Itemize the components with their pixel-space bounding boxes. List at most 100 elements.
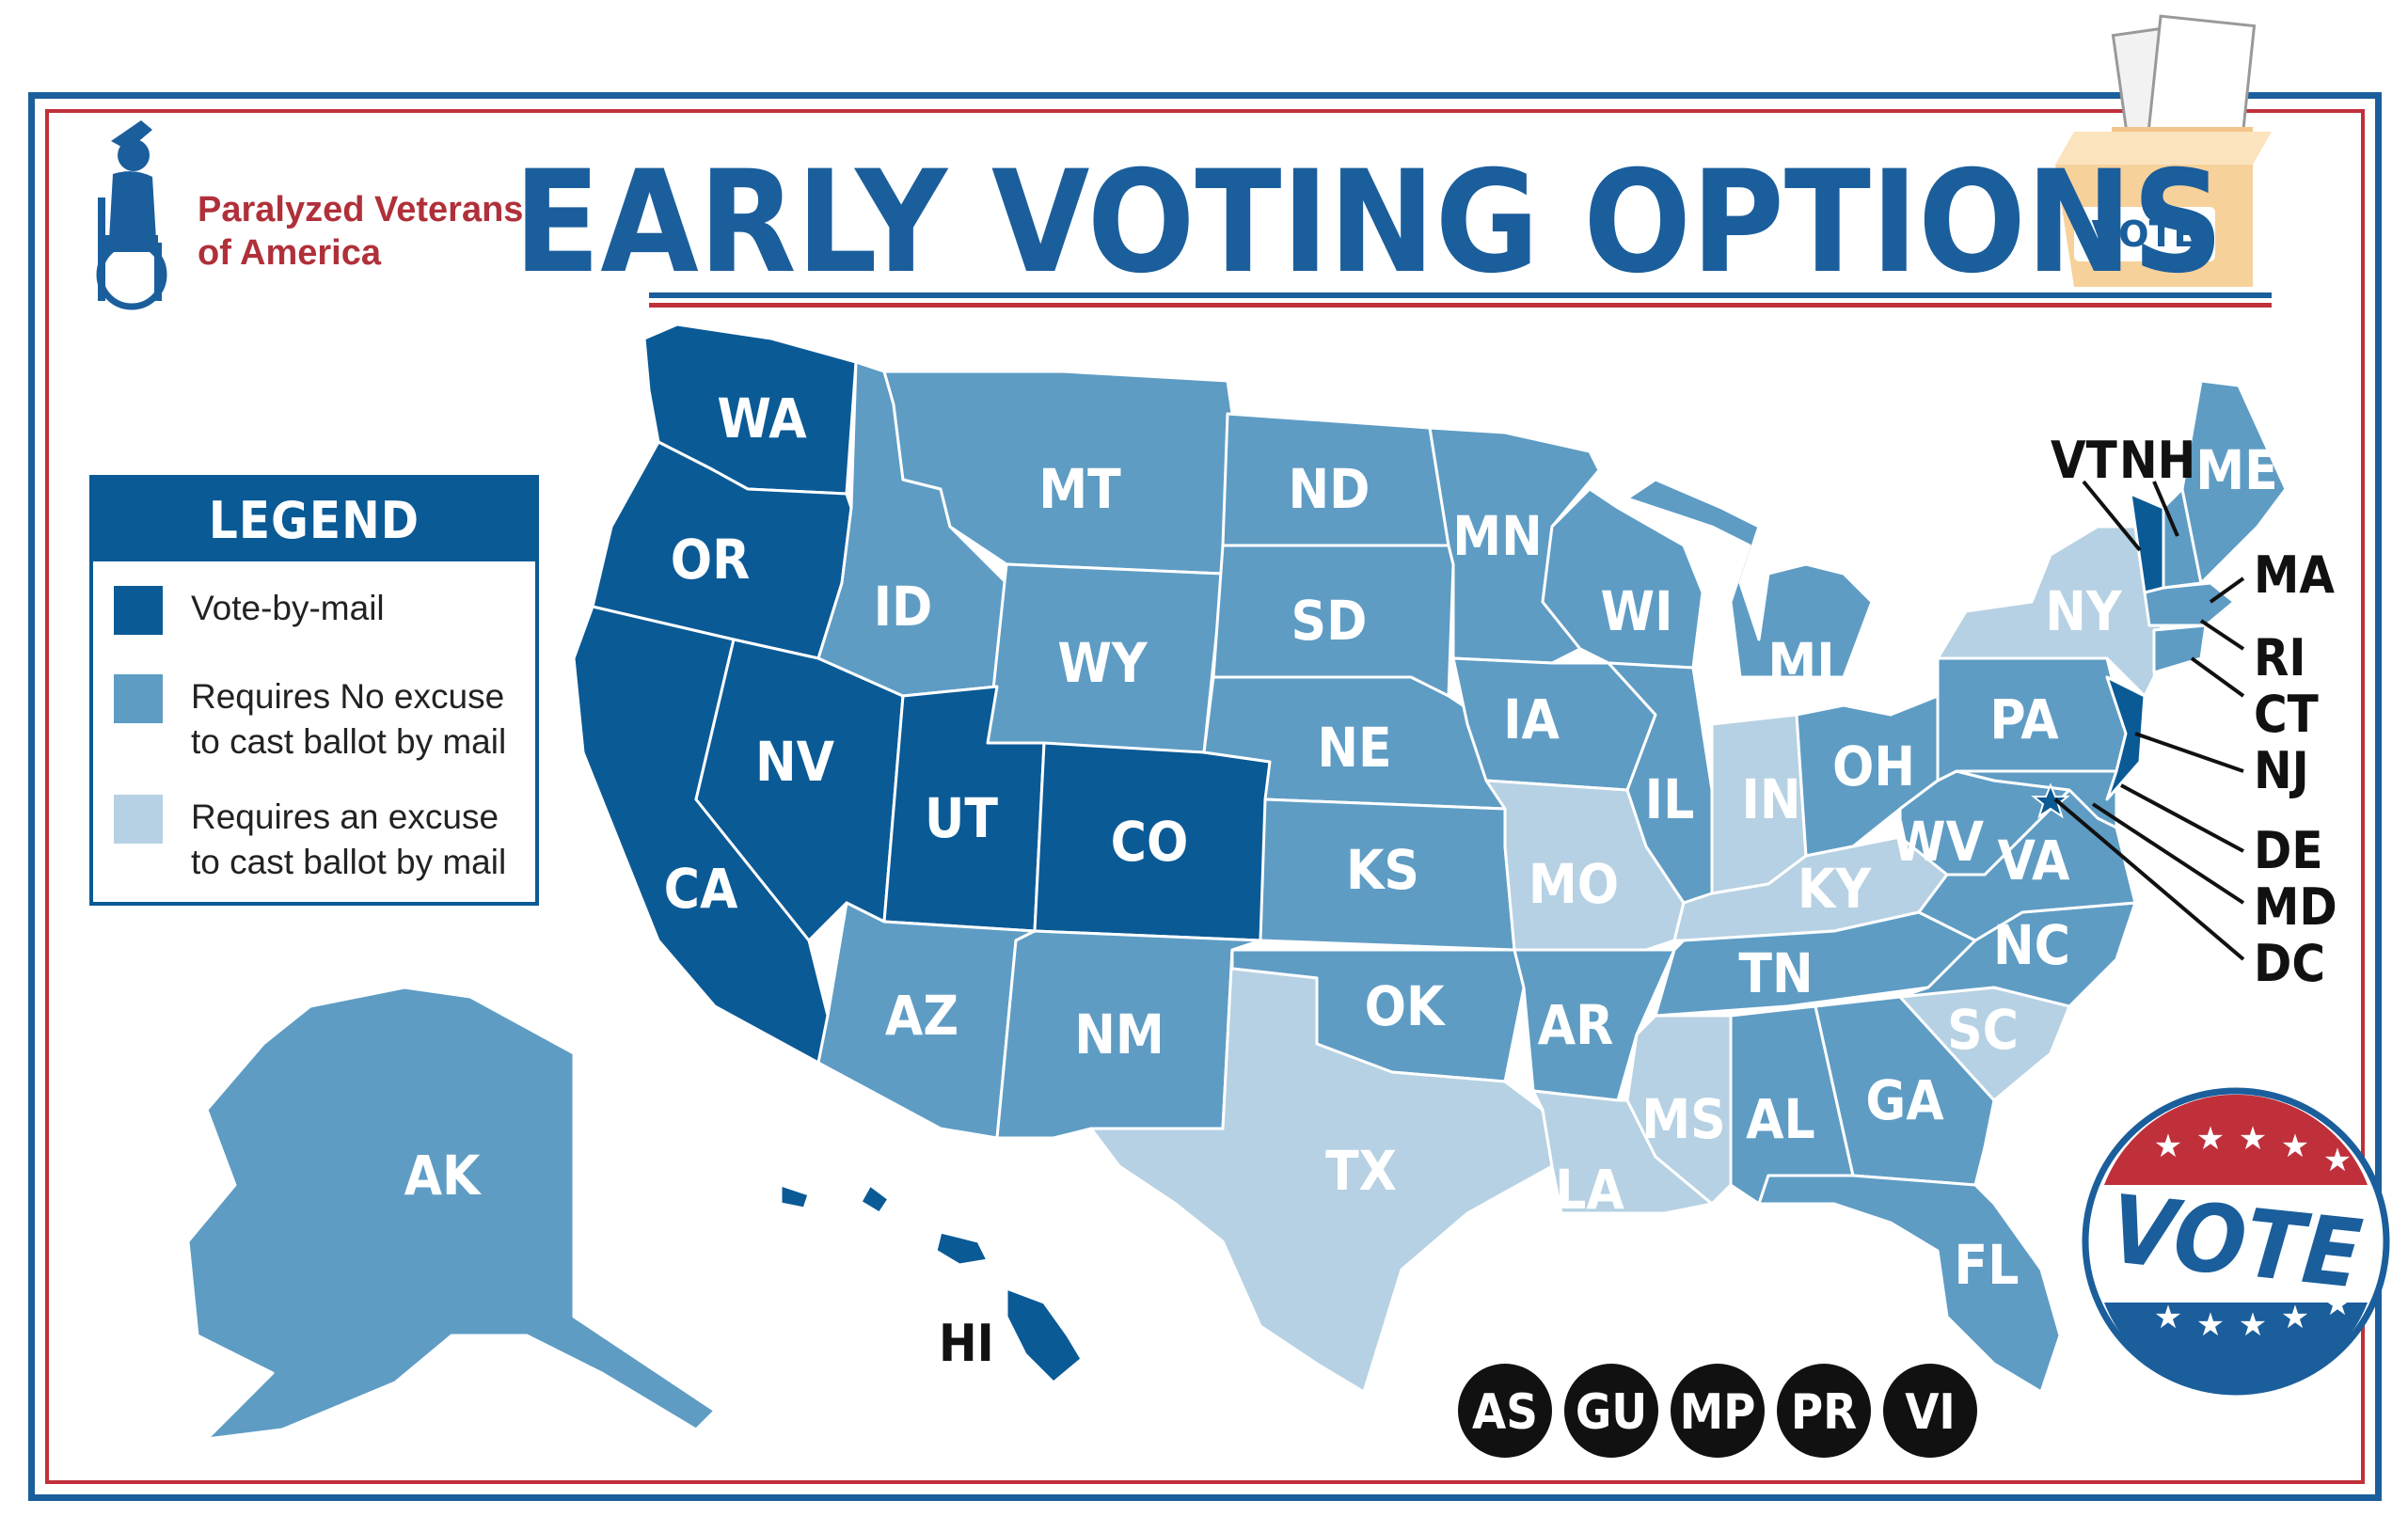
callout-DE: DE bbox=[2254, 821, 2323, 880]
label-IA: IA bbox=[1503, 687, 1560, 751]
state-ME bbox=[2180, 379, 2288, 585]
legend-swatch bbox=[114, 586, 163, 635]
label-TX: TX bbox=[1325, 1139, 1397, 1203]
organization-name: Paralyzed Veterans of America bbox=[198, 190, 524, 273]
svg-text:★: ★ bbox=[2323, 1142, 2352, 1179]
state-AK bbox=[186, 986, 717, 1441]
svg-text:★: ★ bbox=[2196, 1120, 2225, 1158]
label-MT: MT bbox=[1038, 457, 1121, 521]
svg-text:VOTE: VOTE bbox=[2105, 1174, 2367, 1309]
label-ID: ID bbox=[874, 575, 933, 639]
label-NC: NC bbox=[1993, 913, 2070, 977]
page-title: EARLY VOTING OPTIONS bbox=[514, 141, 2224, 305]
vote-button-stars: ★ ★ ★ ★ ★ ★ ★ ★ ★ ★ bbox=[2154, 1120, 2352, 1344]
svg-text:★: ★ bbox=[2281, 1128, 2309, 1165]
label-OR: OR bbox=[671, 528, 751, 592]
callout-MA: MA bbox=[2254, 545, 2335, 605]
label-FL: FL bbox=[1955, 1233, 2020, 1297]
legend-label: Vote-by-mail bbox=[191, 589, 385, 627]
label-MO: MO bbox=[1529, 852, 1619, 916]
label-AZ: AZ bbox=[885, 984, 958, 1048]
legend-swatch bbox=[114, 674, 163, 723]
territory-GU: GU bbox=[1576, 1384, 1647, 1441]
label-IN: IN bbox=[1741, 767, 1800, 831]
label-WI: WI bbox=[1601, 579, 1673, 643]
label-ME: ME bbox=[2195, 438, 2278, 502]
label-AR: AR bbox=[1538, 993, 1614, 1057]
legend-item-vote-by-mail: Vote-by-mail bbox=[114, 586, 385, 635]
label-WV: WV bbox=[1892, 810, 1985, 874]
label-CO: CO bbox=[1111, 810, 1189, 874]
label-WA: WA bbox=[717, 387, 807, 450]
state-MI bbox=[1625, 478, 1874, 679]
legend-title: LEGEND bbox=[93, 479, 535, 561]
vote-button-icon bbox=[2082, 1087, 2390, 1396]
label-UT: UT bbox=[925, 786, 998, 850]
callout-NH: NH bbox=[2119, 431, 2195, 490]
legend-label: Requires No excuse to cast ballot by mai… bbox=[191, 677, 507, 761]
state-FL bbox=[1757, 1174, 2062, 1394]
label-AK: AK bbox=[404, 1144, 483, 1208]
state-TX bbox=[1089, 948, 1554, 1394]
vote-button-text: VOTE bbox=[2105, 1174, 2367, 1309]
callout-CT: CT bbox=[2254, 685, 2319, 744]
ballot-box-label: VOTE bbox=[2092, 213, 2198, 255]
title-underline bbox=[649, 292, 2272, 308]
territory-VI: VI bbox=[1905, 1384, 1956, 1441]
state-HI bbox=[779, 1183, 1084, 1384]
legend-label: Requires an excuse to cast ballot by mai… bbox=[191, 798, 507, 881]
svg-text:★: ★ bbox=[2154, 1128, 2182, 1165]
label-OK: OK bbox=[1365, 974, 1447, 1038]
label-NE: NE bbox=[1317, 716, 1391, 780]
label-LA: LA bbox=[1555, 1158, 1624, 1222]
svg-text:★: ★ bbox=[2281, 1299, 2309, 1336]
svg-text:★: ★ bbox=[2239, 1306, 2267, 1344]
label-IL: IL bbox=[1645, 767, 1695, 831]
label-MS: MS bbox=[1641, 1087, 1726, 1151]
territory-AS: AS bbox=[1472, 1384, 1538, 1441]
territory-PR: PR bbox=[1791, 1384, 1857, 1441]
label-MN: MN bbox=[1452, 504, 1543, 568]
label-OH: OH bbox=[1832, 734, 1915, 798]
svg-text:★: ★ bbox=[2196, 1306, 2225, 1344]
label-NV: NV bbox=[755, 730, 835, 794]
label-AL: AL bbox=[1746, 1087, 1815, 1151]
callout-RI: RI bbox=[2254, 628, 2305, 687]
label-GA: GA bbox=[1865, 1068, 1944, 1132]
label-HI: HI bbox=[939, 1314, 994, 1373]
label-KY: KY bbox=[1798, 857, 1872, 921]
callout-MD: MD bbox=[2254, 877, 2337, 937]
legend-item-no-excuse: Requires No excuse to cast ballot by mai… bbox=[114, 674, 506, 765]
callout-DC: DC bbox=[2254, 934, 2325, 993]
label-SC: SC bbox=[1947, 998, 2019, 1062]
label-NY: NY bbox=[2045, 579, 2123, 643]
callout-VT: VT bbox=[2051, 431, 2117, 490]
state-CT bbox=[2152, 624, 2208, 674]
svg-text:★: ★ bbox=[2239, 1120, 2267, 1158]
label-CA: CA bbox=[664, 857, 738, 921]
legend-swatch bbox=[114, 795, 163, 844]
callout-NJ: NJ bbox=[2254, 741, 2309, 800]
svg-text:★: ★ bbox=[2323, 1286, 2352, 1323]
label-ND: ND bbox=[1289, 457, 1370, 521]
label-VA: VA bbox=[1998, 829, 2070, 892]
ballot-box-icon bbox=[2055, 14, 2272, 287]
outer-frame bbox=[28, 92, 2382, 1501]
territory-circles bbox=[1458, 1364, 1977, 1458]
pva-logo-icon bbox=[96, 120, 167, 310]
label-SD: SD bbox=[1291, 589, 1368, 653]
state-LA bbox=[1531, 1089, 1714, 1215]
label-KS: KS bbox=[1346, 838, 1419, 902]
label-WY: WY bbox=[1057, 631, 1149, 695]
label-TN: TN bbox=[1738, 941, 1813, 1005]
territory-MP: MP bbox=[1680, 1384, 1756, 1441]
label-PA: PA bbox=[1989, 687, 2059, 751]
callout-lines bbox=[2053, 480, 2245, 961]
dc-star-icon bbox=[2031, 782, 2070, 819]
label-MI: MI bbox=[1767, 631, 1834, 695]
legend: LEGEND Vote-by-mail Requires No excuse t… bbox=[89, 475, 539, 906]
inner-frame bbox=[45, 109, 2365, 1484]
legend-item-excuse: Requires an excuse to cast ballot by mai… bbox=[114, 795, 506, 885]
svg-text:★: ★ bbox=[2154, 1299, 2182, 1336]
